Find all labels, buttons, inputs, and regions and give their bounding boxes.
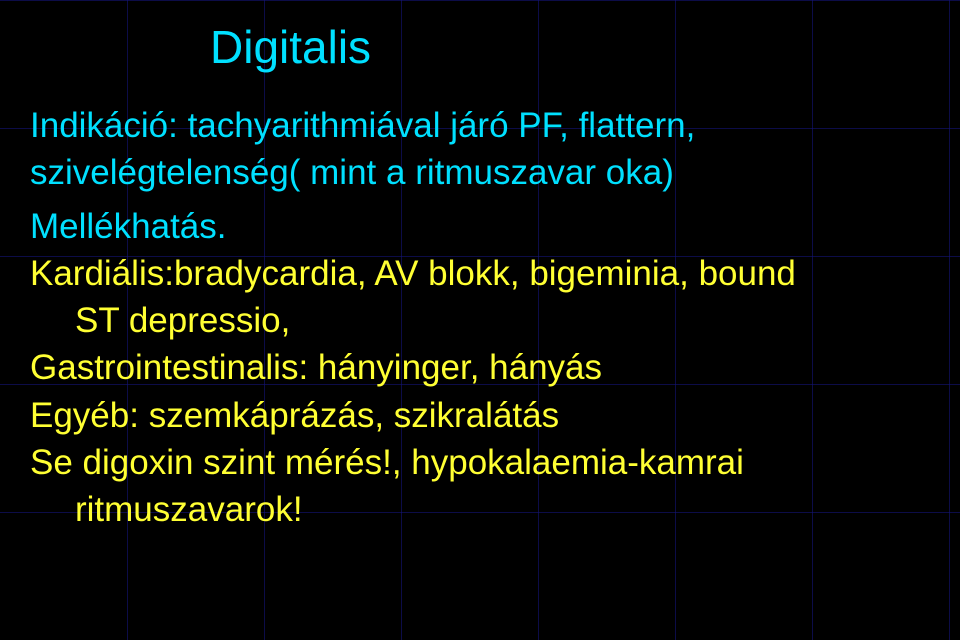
serum-block: Se digoxin szint mérés!, hypokalaemia-ka… [30, 439, 930, 534]
slide-content: Digitalis Indikáció: tachyarithmiával já… [30, 20, 930, 533]
side-effect-heading: Mellékhatás. [30, 203, 930, 250]
gastro-line: Gastrointestinalis: hányinger, hányás [30, 344, 930, 391]
other-line: Egyéb: szemkáprázás, szikralátás [30, 392, 930, 439]
serum-line2: ritmuszavarok! [30, 486, 930, 533]
indication-text: Indikáció: tachyarithmiával járó PF, fla… [30, 102, 930, 197]
cardiac-line2: ST depressio, [30, 297, 930, 344]
serum-line1: Se digoxin szint mérés!, hypokalaemia-ka… [30, 443, 744, 482]
slide-title: Digitalis [210, 20, 930, 74]
cardiac-line1: Kardiális:bradycardia, AV blokk, bigemin… [30, 254, 796, 293]
cardiac-block: Kardiális:bradycardia, AV blokk, bigemin… [30, 250, 930, 345]
